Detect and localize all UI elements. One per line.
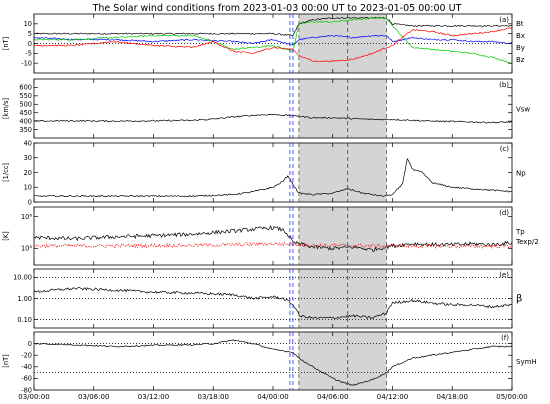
x-tick-label: 04/00:00 (257, 393, 288, 401)
y-tick-label: 0 (28, 340, 32, 348)
x-tick-label: 05/00:00 (496, 393, 527, 401)
y-tick-label: 400 (19, 117, 32, 125)
y-tick-label: 450 (19, 109, 32, 117)
quantity-label: Np (516, 170, 526, 178)
y-tick-label: 30 (24, 154, 32, 162)
x-tick-label: 03/18:00 (198, 393, 229, 401)
quantity-label-2: Texp/2 (515, 238, 539, 246)
y-axis-label: [K] (2, 231, 10, 240)
series-line (34, 339, 513, 386)
y-tick-label: 10⁵ (21, 245, 32, 253)
shaded-interval (298, 143, 387, 202)
panel-tag: (f) (501, 334, 509, 342)
y-axis-label: [nT] (2, 354, 10, 367)
y-tick-label: 600 (19, 84, 32, 92)
y-tick-label: 20 (24, 169, 32, 177)
panel-frame (33, 331, 513, 391)
x-tick-label: 03/06:00 (78, 393, 109, 401)
panel-tag: (d) (499, 209, 509, 217)
y-tick-label: 0.10 (17, 316, 32, 324)
shaded-interval (298, 207, 387, 265)
panel-frame (33, 268, 513, 329)
y-tick-label: -5 (25, 50, 32, 58)
y-tick-label: -60 (21, 375, 32, 383)
series-line-texp2 (33, 241, 512, 249)
y-tick-label: 40 (24, 139, 32, 147)
y-tick-label: 10⁶ (21, 213, 32, 221)
y-tick-label: -10 (21, 59, 32, 67)
panel-frame (33, 78, 513, 139)
panel-tag: (b) (499, 81, 509, 89)
series-line (33, 113, 513, 124)
x-tick-label: 04/12:00 (377, 393, 408, 401)
y-tick-label: -40 (21, 363, 32, 371)
legend-entry: Bt (516, 20, 524, 28)
panel-tag: (a) (499, 16, 509, 24)
y-tick-label: 10 (24, 184, 32, 192)
x-tick-label: 03/12:00 (138, 393, 169, 401)
y-tick-label: 0 (28, 40, 32, 48)
y-axis-label: [1/cc] (2, 163, 10, 182)
panel-d: 10⁵ 10⁶ [K] (d) Tp Texp/2 (2, 206, 539, 266)
y-tick-label: 550 (19, 92, 32, 100)
series-line-bz (33, 27, 513, 63)
series-line-bx (33, 34, 513, 46)
chart-title: The Solar wind conditions from 2023-01-0… (92, 3, 462, 14)
y-tick-label: -20 (21, 352, 32, 360)
y-tick-label: 350 (19, 126, 32, 134)
panel-tag: (e) (499, 271, 509, 279)
y-tick-label: 5 (28, 30, 32, 38)
y-tick-label: 500 (19, 101, 32, 109)
series-line (33, 287, 513, 320)
shaded-interval (298, 332, 387, 390)
series-line-by (33, 16, 513, 64)
shaded-interval (298, 79, 387, 138)
y-tick-label: 0 (28, 198, 32, 206)
y-tick-label: 10 (24, 20, 32, 28)
y-axis-label: [nT] (2, 37, 10, 50)
y-tick-label: -80 (21, 386, 32, 394)
quantity-label: SymH (516, 358, 537, 366)
series-line-bt (33, 16, 513, 37)
x-tick-label: 03/00:00 (18, 393, 49, 401)
x-tick-label: 04/06:00 (317, 393, 348, 401)
panel-f: -80 -60 -40 -20 0 [nT] (f) SymH (2, 331, 537, 394)
panel-e: 0.10 1.00 10.00 (e) β (13, 268, 522, 329)
y-tick-label: 10.00 (13, 274, 32, 282)
panel-frame (33, 142, 513, 203)
y-tick-label: 1.00 (17, 295, 32, 303)
panel-c: 0 10 20 30 40 [1/cc] (c) Np (2, 139, 526, 206)
y-axis-label: [km/s] (2, 98, 10, 119)
panel-frame (33, 13, 513, 74)
panel-tag: (c) (500, 145, 510, 153)
quantity-label: Vsw (516, 106, 530, 114)
quantity-label: Tp (515, 228, 525, 236)
legend-entry: By (516, 44, 525, 52)
legend-entry: Bz (516, 56, 525, 64)
quantity-label: β (516, 294, 522, 305)
series-line-tp (33, 225, 513, 253)
series-line (33, 158, 513, 198)
legend-entry: Bx (516, 32, 525, 40)
x-tick-label: 04/18:00 (437, 393, 468, 401)
panel-a: -10-5 0 5 10 [nT] (a) Bt Bx By Bz (2, 13, 525, 74)
